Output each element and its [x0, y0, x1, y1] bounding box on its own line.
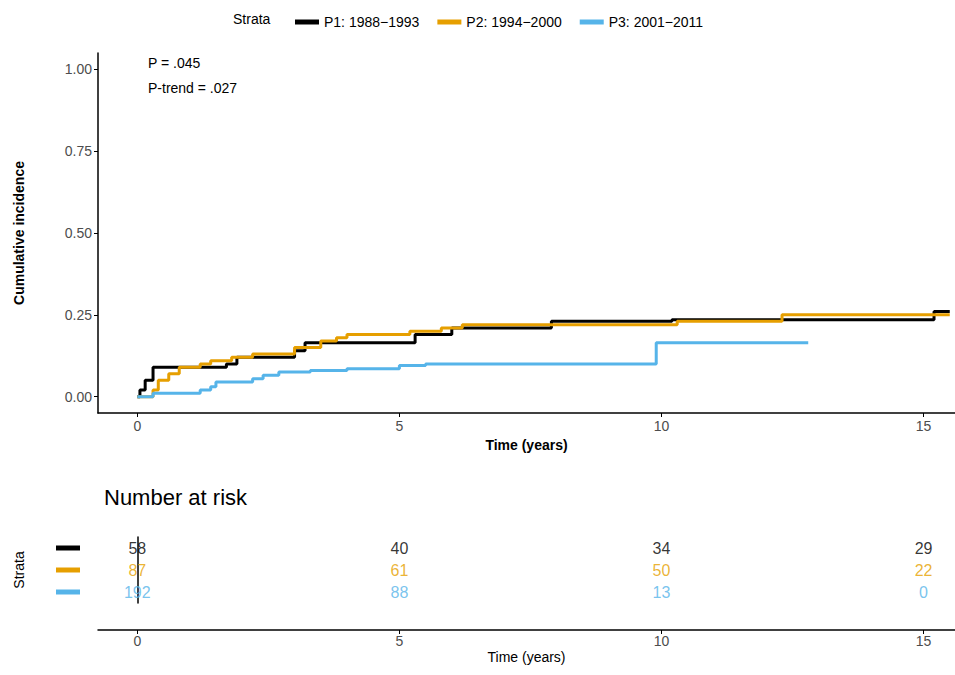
svg-text:0.25: 0.25: [65, 307, 92, 323]
svg-text:58: 58: [128, 540, 146, 557]
svg-text:88: 88: [390, 584, 408, 601]
svg-text:P-trend = .027: P-trend = .027: [148, 80, 237, 96]
svg-text:Time (years): Time (years): [485, 437, 567, 453]
svg-text:22: 22: [915, 562, 933, 579]
svg-text:15: 15: [916, 633, 932, 649]
svg-text:0: 0: [919, 584, 928, 601]
svg-text:0.00: 0.00: [65, 389, 92, 405]
svg-text:61: 61: [390, 562, 408, 579]
svg-text:87: 87: [128, 562, 146, 579]
svg-text:5: 5: [395, 633, 403, 649]
svg-text:1.00: 1.00: [65, 61, 92, 77]
svg-text:192: 192: [124, 584, 151, 601]
svg-text:13: 13: [653, 584, 671, 601]
svg-text:50: 50: [653, 562, 671, 579]
svg-text:0.75: 0.75: [65, 143, 92, 159]
svg-text:P3: 2001−2011: P3: 2001−2011: [609, 14, 704, 30]
svg-text:10: 10: [654, 633, 670, 649]
svg-text:Strata: Strata: [233, 11, 271, 27]
svg-text:34: 34: [653, 540, 671, 557]
svg-text:Time (years): Time (years): [487, 649, 565, 665]
svg-text:Cumulative incidence: Cumulative incidence: [11, 161, 27, 305]
svg-text:10: 10: [654, 418, 670, 434]
svg-text:P2: 1994−2000: P2: 1994−2000: [466, 14, 562, 30]
svg-text:0: 0: [133, 633, 141, 649]
svg-text:0: 0: [133, 418, 141, 434]
svg-text:5: 5: [395, 418, 403, 434]
svg-text:P = .045: P = .045: [148, 55, 201, 71]
svg-text:29: 29: [915, 540, 933, 557]
svg-text:40: 40: [390, 540, 408, 557]
svg-text:Strata: Strata: [11, 551, 27, 589]
svg-text:15: 15: [916, 418, 932, 434]
svg-text:P1: 1988−1993: P1: 1988−1993: [324, 14, 420, 30]
svg-text:Number at risk: Number at risk: [104, 485, 248, 510]
svg-text:0.50: 0.50: [65, 225, 92, 241]
